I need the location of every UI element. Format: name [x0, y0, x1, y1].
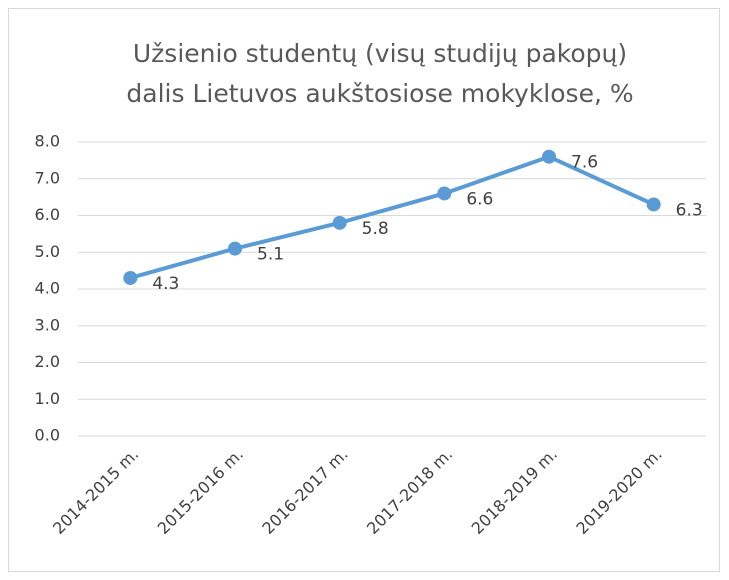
- y-tick-label: 6.0: [35, 205, 60, 224]
- data-label: 5.1: [257, 245, 284, 265]
- line: [129, 154, 655, 280]
- y-tick-label: 1.0: [35, 389, 60, 408]
- chart-frame: [8, 8, 720, 572]
- y-tick-label: 5.0: [35, 242, 60, 261]
- marker: [123, 270, 138, 285]
- marker: [228, 241, 242, 256]
- y-tick-label: 4.0: [35, 279, 60, 298]
- data-label: 6.6: [466, 189, 493, 209]
- y-tick-label: 0.0: [35, 426, 60, 445]
- marker: [542, 149, 556, 164]
- data-label: 4.3: [152, 274, 179, 294]
- data-label: 7.6: [571, 153, 598, 173]
- data-label: 5.8: [362, 219, 389, 239]
- marker: [332, 215, 347, 230]
- chart-title: dalis Lietuvos aukštosiose mokyklose, %: [126, 79, 633, 108]
- marker: [437, 186, 452, 201]
- chart-title: Užsienio studentų (visų studijų pakopų): [133, 39, 627, 68]
- y-tick-label: 7.0: [35, 168, 60, 187]
- y-tick-label: 3.0: [35, 315, 60, 334]
- y-tick-label: 8.0: [35, 132, 60, 151]
- marker: [646, 197, 661, 212]
- data-label: 6.3: [676, 200, 703, 220]
- y-tick-label: 2.0: [35, 352, 60, 371]
